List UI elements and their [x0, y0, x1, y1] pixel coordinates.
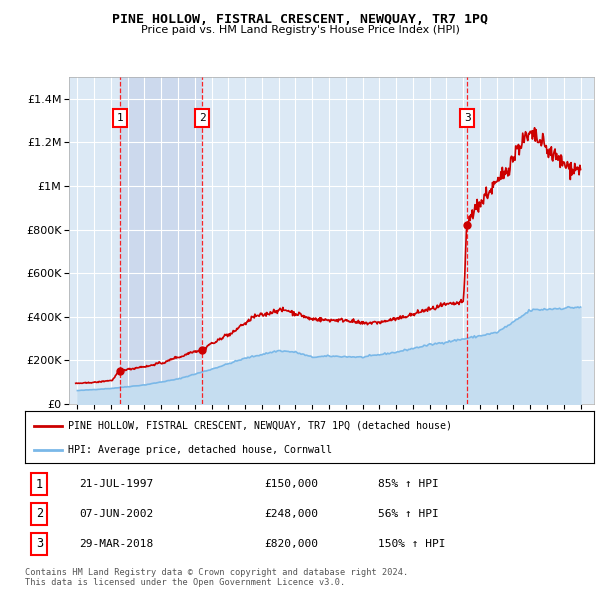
Text: 3: 3 — [36, 537, 43, 550]
Text: £150,000: £150,000 — [264, 480, 318, 489]
Bar — [69, 77, 120, 404]
Text: PINE HOLLOW, FISTRAL CRESCENT, NEWQUAY, TR7 1PQ: PINE HOLLOW, FISTRAL CRESCENT, NEWQUAY, … — [112, 13, 488, 26]
Text: Price paid vs. HM Land Registry's House Price Index (HPI): Price paid vs. HM Land Registry's House … — [140, 25, 460, 35]
Text: 2: 2 — [199, 113, 205, 123]
Text: 3: 3 — [464, 113, 470, 123]
Text: 29-MAR-2018: 29-MAR-2018 — [79, 539, 154, 549]
Text: £820,000: £820,000 — [264, 539, 318, 549]
Text: HPI: Average price, detached house, Cornwall: HPI: Average price, detached house, Corn… — [68, 445, 332, 455]
Text: 2: 2 — [36, 507, 43, 520]
Text: 21-JUL-1997: 21-JUL-1997 — [79, 480, 154, 489]
Text: 1: 1 — [116, 113, 124, 123]
Text: £248,000: £248,000 — [264, 509, 318, 519]
Text: PINE HOLLOW, FISTRAL CRESCENT, NEWQUAY, TR7 1PQ (detached house): PINE HOLLOW, FISTRAL CRESCENT, NEWQUAY, … — [68, 421, 452, 431]
Text: Contains HM Land Registry data © Crown copyright and database right 2024.: Contains HM Land Registry data © Crown c… — [25, 568, 409, 576]
Text: 85% ↑ HPI: 85% ↑ HPI — [378, 480, 439, 489]
Text: 150% ↑ HPI: 150% ↑ HPI — [378, 539, 445, 549]
Bar — [120, 77, 202, 404]
Text: 07-JUN-2002: 07-JUN-2002 — [79, 509, 154, 519]
Text: 1: 1 — [36, 478, 43, 491]
Text: 56% ↑ HPI: 56% ↑ HPI — [378, 509, 439, 519]
Text: This data is licensed under the Open Government Licence v3.0.: This data is licensed under the Open Gov… — [25, 578, 346, 587]
Bar — [202, 77, 467, 404]
